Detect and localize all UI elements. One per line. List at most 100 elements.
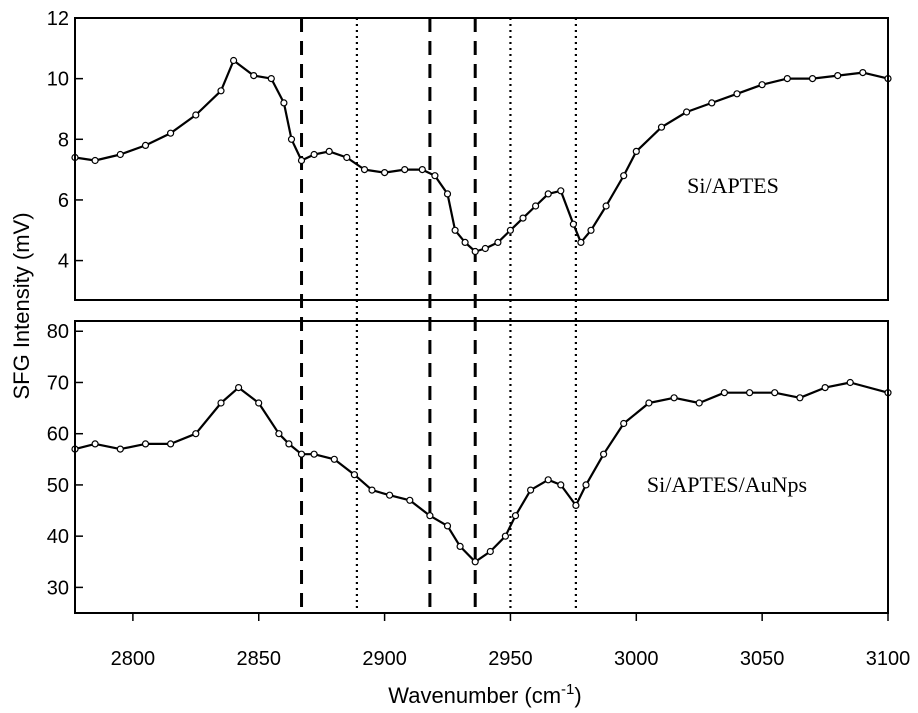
data-point [471, 558, 479, 566]
panel-label-top: Si/APTES [687, 173, 779, 198]
data-point [587, 226, 595, 234]
data-point [632, 147, 640, 155]
y-tick-label: 8 [58, 129, 69, 151]
series-line-si-aptes [74, 59, 889, 253]
data-point [310, 450, 318, 458]
data-point [91, 156, 99, 165]
data-point [708, 99, 716, 107]
data-point [167, 129, 175, 137]
data-point [368, 486, 376, 494]
reference-lines [300, 18, 577, 613]
data-point [796, 394, 804, 402]
data-point [141, 141, 150, 149]
data-point [310, 150, 318, 159]
data-point [461, 238, 469, 246]
data-point [167, 440, 175, 448]
data-point [602, 202, 610, 210]
x-axis-label-close: ) [574, 683, 581, 708]
data-point [431, 172, 439, 180]
y-tick-label: 60 [47, 424, 69, 446]
data-point [250, 71, 258, 80]
data-point [217, 399, 225, 407]
data-point [285, 440, 293, 448]
y-tick-label: 12 [47, 8, 69, 30]
data-point [511, 512, 520, 520]
x-tick-label: 3000 [614, 648, 659, 670]
data-point [297, 156, 306, 165]
data-point [783, 74, 791, 83]
data-point [426, 512, 434, 520]
ticks-layer: 4 6 8 10 12 30 40 50 60 70 80 2800 2850 2900 2950 3000 3… [47, 8, 911, 670]
data-point [116, 150, 124, 159]
data-point [519, 214, 527, 222]
x-tick-label: 2850 [236, 648, 281, 670]
data-point [821, 384, 829, 392]
data-point [192, 111, 200, 119]
data-point [620, 419, 628, 428]
data-point [451, 226, 459, 234]
x-tick-label: 2900 [362, 648, 407, 670]
x-axis-label: Wavenumber (cm-1) [388, 681, 581, 708]
data-point [481, 244, 489, 253]
data-point [360, 166, 369, 174]
data-point [695, 399, 703, 407]
data-point [846, 378, 854, 387]
data-point [620, 172, 628, 180]
data-point [456, 542, 464, 551]
data-point [544, 190, 552, 198]
data-point [443, 522, 452, 530]
data-point [406, 496, 414, 504]
data-point [645, 399, 653, 407]
data-point [557, 187, 565, 195]
data-point [657, 123, 666, 131]
data-point [494, 238, 502, 246]
x-tick-label: 2800 [111, 648, 156, 670]
series-line-si-aptes-aunps [74, 381, 889, 563]
data-point [569, 220, 578, 228]
data-point [501, 532, 509, 540]
data-point [230, 56, 238, 65]
data-point [116, 445, 124, 453]
data-point [526, 486, 535, 494]
panel-frames [74, 17, 889, 614]
data-point [599, 450, 608, 458]
x-axis-label-superscript: -1 [561, 681, 574, 698]
data-point [297, 450, 306, 458]
data-point [486, 547, 494, 556]
data-point [443, 190, 452, 198]
data-point [381, 169, 389, 177]
data-point [471, 247, 479, 256]
data-point [771, 389, 779, 397]
x-tick-label: 3100 [866, 648, 911, 670]
data-point [670, 394, 678, 402]
data-point [343, 153, 351, 162]
data-point [235, 384, 243, 392]
data-point [275, 430, 283, 438]
data-point [192, 430, 200, 438]
data-point [572, 501, 580, 509]
data-point [506, 226, 514, 234]
data-point [682, 108, 691, 116]
data-point [418, 166, 426, 174]
data-point [577, 238, 585, 246]
data-point [720, 389, 729, 397]
data-point [859, 68, 867, 77]
data-point [582, 481, 590, 489]
data-point [758, 81, 766, 89]
data-point [557, 481, 565, 489]
y-tick-label: 80 [47, 321, 69, 343]
y-tick-label: 40 [47, 526, 69, 548]
data-point [287, 135, 296, 143]
series-layer [71, 56, 892, 566]
x-tick-label: 3050 [740, 648, 785, 670]
panel-frame [74, 17, 889, 301]
data-point [531, 202, 540, 210]
y-axis-label: SFG Intensity (mV) [9, 212, 34, 399]
data-point [733, 90, 741, 98]
data-point [255, 399, 263, 407]
y-tick-label: 70 [47, 372, 69, 394]
x-axis-label-text: Wavenumber (cm [388, 683, 561, 708]
data-point [217, 87, 225, 95]
data-point [330, 455, 338, 463]
